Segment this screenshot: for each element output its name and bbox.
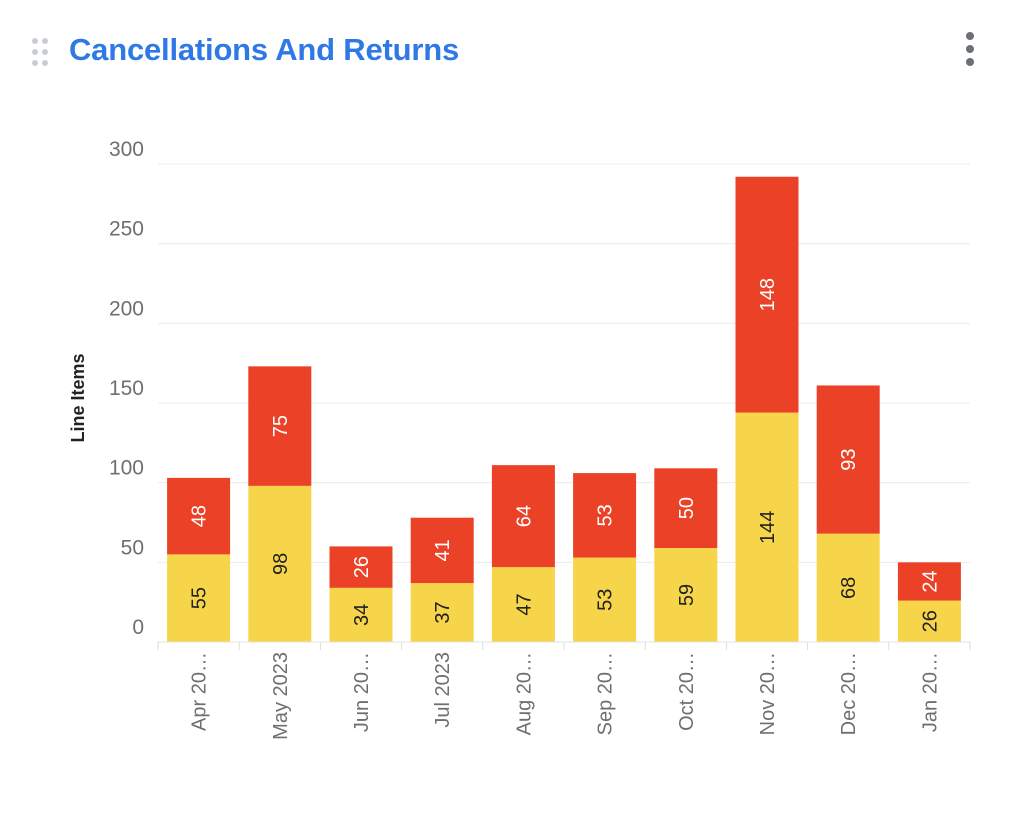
bar-segment[interactable]	[167, 477, 231, 555]
x-axis-ticks: Apr 20… May 2023 Jun 20… Jul 2023 Aug 20… Sep…	[157, 641, 971, 740]
data-label: 24	[919, 570, 941, 592]
drag-handle-icon[interactable]	[30, 38, 52, 70]
bar-segment[interactable]	[654, 468, 718, 548]
chart-title: Cancellations And Returns	[69, 32, 460, 67]
x-tick-label: Sep 20…	[595, 652, 617, 735]
y-tick-label: 50	[121, 536, 144, 559]
y-axis-ticks: 0 50 100 150 200 250 300	[109, 138, 144, 639]
data-label: 50	[676, 497, 698, 519]
data-label: 59	[676, 584, 698, 606]
y-tick-label: 200	[109, 297, 144, 320]
bar-segment[interactable]	[897, 600, 961, 642]
data-label: 47	[513, 593, 535, 615]
y-tick-label: 150	[109, 377, 144, 400]
bar-segment[interactable]	[735, 176, 799, 413]
bar-segment[interactable]	[491, 465, 555, 568]
data-label: 93	[838, 448, 860, 470]
bar-segment[interactable]	[329, 546, 393, 588]
data-label: 55	[189, 587, 211, 609]
bar-segment[interactable]	[248, 366, 312, 486]
bar-segment[interactable]	[735, 412, 799, 642]
x-tick-label: Apr 20…	[189, 652, 211, 731]
data-label: 53	[595, 589, 617, 611]
data-label: 48	[189, 505, 211, 527]
bar-segment[interactable]	[816, 533, 880, 642]
y-tick-label: 100	[109, 457, 144, 480]
bar-segment[interactable]	[410, 517, 474, 584]
x-tick-label: Nov 20…	[757, 652, 779, 735]
data-label: 68	[838, 577, 860, 599]
data-label: 144	[757, 511, 779, 544]
bar-segment[interactable]	[897, 562, 961, 601]
data-label: 64	[513, 505, 535, 527]
x-tick-label: Aug 20…	[513, 652, 535, 735]
bar-segment[interactable]	[167, 554, 231, 642]
bar-segment[interactable]	[573, 473, 637, 558]
data-label: 26	[919, 610, 941, 632]
widget-header: Cancellations And Returns	[0, 0, 1020, 100]
bar-segment[interactable]	[654, 547, 718, 642]
data-label: 37	[432, 601, 454, 623]
bar-segment[interactable]	[491, 567, 555, 642]
x-tick-label: Jul 2023	[432, 652, 454, 728]
x-tick-label: Oct 20…	[676, 652, 698, 731]
y-axis-label: Line Items	[68, 353, 88, 442]
bar-segment[interactable]	[816, 385, 880, 534]
data-label: 34	[351, 604, 373, 626]
x-tick-label: Jan 20…	[919, 652, 941, 732]
data-label: 53	[595, 504, 617, 526]
data-label: 75	[270, 415, 292, 437]
data-label: 98	[270, 553, 292, 575]
y-tick-label: 300	[109, 138, 144, 161]
bar-segment[interactable]	[329, 587, 393, 642]
y-tick-label: 250	[109, 218, 144, 241]
bar-segment[interactable]	[573, 557, 637, 642]
bar-segment[interactable]	[248, 485, 312, 642]
x-tick-label: May 2023	[270, 652, 292, 740]
bar-segment[interactable]	[410, 583, 474, 642]
more-vertical-icon[interactable]	[958, 30, 982, 68]
y-tick-label: 0	[132, 616, 144, 639]
data-label: 26	[351, 556, 373, 578]
x-tick-label: Dec 20…	[838, 652, 860, 735]
data-label: 41	[432, 539, 454, 561]
bars: 55 48 98 75 34 26 37 41 47 64 53 53 59 50 144 148 68 93 26…	[167, 176, 961, 642]
data-label: 148	[757, 278, 779, 311]
x-tick-label: Jun 20…	[351, 652, 373, 732]
